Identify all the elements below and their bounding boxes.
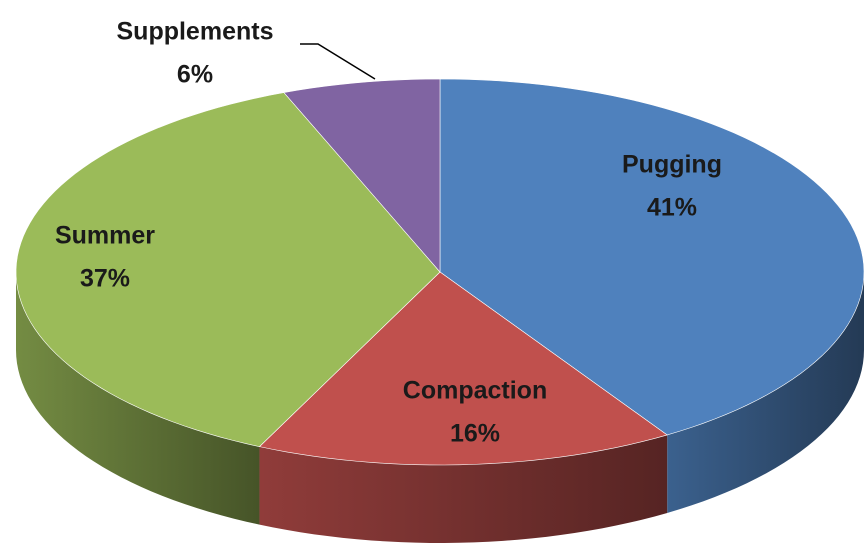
slice-label: Compaction <box>403 377 547 405</box>
pie-sides <box>16 272 864 543</box>
slice-value-label: 6% <box>177 61 213 89</box>
slice-label: Summer <box>55 222 155 250</box>
pie-tops <box>15 78 865 466</box>
slice-side <box>667 272 864 513</box>
slice <box>15 92 441 447</box>
slice-value-label: 41% <box>647 194 697 222</box>
leader-line <box>300 43 376 80</box>
slice <box>258 271 668 466</box>
slice-label: Pugging <box>622 151 722 179</box>
slice-side <box>16 272 260 525</box>
pie-labels: Pugging 41% Compaction 16% Summer 37% Suppleme… <box>55 18 722 448</box>
slice-value-label: 37% <box>80 265 130 293</box>
slice <box>283 78 441 273</box>
slice-side <box>259 434 668 543</box>
slice <box>439 78 865 436</box>
slice-label: Supplements <box>117 18 274 46</box>
slice-value-label: 16% <box>450 420 500 448</box>
